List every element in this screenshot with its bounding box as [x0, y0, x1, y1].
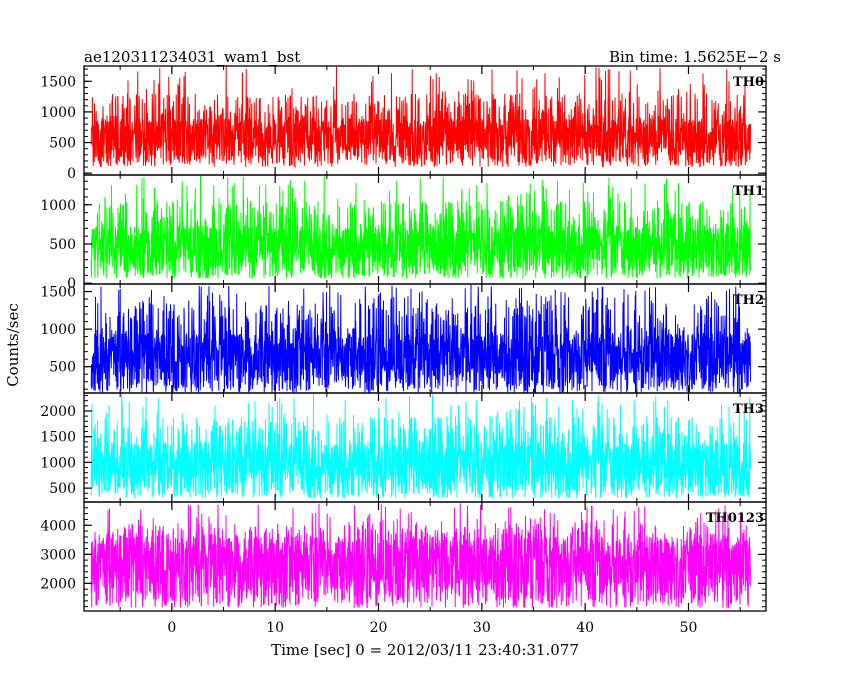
band-label-th0123: TH0123 [706, 511, 764, 526]
y-tick-label: 0 [67, 276, 76, 292]
y-axis-title: Counts/sec [4, 303, 22, 387]
band-label-th0: TH0 [733, 75, 764, 90]
band-label-th2: TH2 [733, 293, 764, 308]
y-tick-label: 1500 [40, 430, 76, 446]
y-tick-label: 500 [49, 136, 76, 152]
band-label-th1: TH1 [733, 184, 764, 199]
x-tick-label: 50 [680, 620, 698, 636]
y-tick-label: 500 [49, 481, 76, 497]
x-tick-label: 10 [266, 620, 284, 636]
observation-id-label: ae120311234031_wam1_bst [84, 48, 300, 66]
y-tick-label: 0 [67, 166, 76, 182]
series-th2-trace [90, 284, 751, 393]
y-tick-label: 2000 [40, 576, 76, 592]
x-tick-label: 40 [576, 620, 594, 636]
panel-th0123: 2000 3000 4000 TH0123 [40, 501, 767, 612]
panel-frame [83, 501, 767, 612]
panel-th0: 0 500 1000 1500 TH0 [40, 65, 767, 182]
x-axis-title: Time [sec] 0 = 2012/03/11 23:40:31.077 [271, 641, 579, 659]
series-th0-trace [90, 66, 751, 169]
bin-time-label: Bin time: 1.5625E−2 s [609, 48, 781, 66]
x-tick-labels: 0 10 20 30 40 50 [167, 620, 697, 636]
y-tick-label: 500 [49, 360, 76, 376]
band-label-th3: TH3 [733, 402, 764, 417]
y-tick-label: 3000 [40, 547, 76, 563]
x-tick-label: 20 [370, 620, 388, 636]
panel-th2: 500 1000 1500 TH2 [40, 283, 767, 394]
y-tick-label: 1000 [40, 198, 76, 214]
y-tick-label: 500 [49, 237, 76, 253]
panel-stack: 0 500 1000 1500 TH0 0 500 1000 TH1 500 1000 1500 TH2… [40, 65, 767, 612]
x-tick-label: 30 [473, 620, 491, 636]
y-tick-label: 1000 [40, 322, 76, 338]
panel-th3: 500 1000 1500 2000 TH3 [40, 392, 767, 503]
y-tick-label: 4000 [40, 518, 76, 534]
y-tick-label: 1500 [40, 285, 76, 301]
y-tick-label: 1000 [40, 455, 76, 471]
series-th1-trace [90, 175, 751, 279]
y-tick-label: 1500 [40, 74, 76, 90]
y-tick-label: 1000 [40, 105, 76, 121]
series-th0123-trace [90, 503, 751, 609]
panel-th1: 0 500 1000 TH1 [40, 174, 767, 292]
y-tick-label: 2000 [40, 404, 76, 420]
x-tick-label: 0 [167, 620, 176, 636]
series-th3-trace [90, 393, 751, 499]
